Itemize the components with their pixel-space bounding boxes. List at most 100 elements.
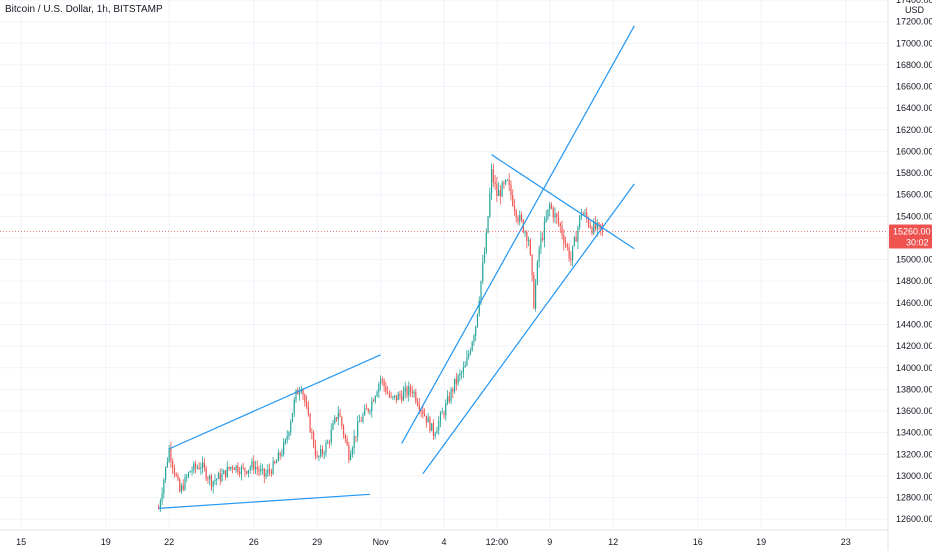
candle-body [194, 463, 197, 468]
trendlines[interactable] [158, 25, 635, 509]
candle-body [159, 501, 161, 509]
candle-body [478, 300, 480, 315]
candle-body [591, 227, 593, 234]
candle-body [258, 469, 260, 472]
candle-body [501, 182, 503, 197]
y-tick-label: 12800.00 [896, 493, 932, 503]
candle-body [580, 213, 583, 216]
candle-body [272, 461, 274, 474]
candle-body [177, 475, 179, 480]
currency-label: USD [905, 5, 925, 15]
candle-body [557, 217, 560, 224]
candle-body [577, 227, 579, 242]
candle-body [453, 378, 456, 392]
candle-body [418, 405, 420, 410]
candle-body [573, 237, 575, 246]
y-tick-label: 14000.00 [896, 363, 932, 373]
candle-body [172, 461, 174, 468]
last-price-badge-bg [889, 224, 932, 249]
candle-body [226, 466, 228, 478]
x-tick-label: 16 [693, 537, 703, 547]
trendline[interactable] [168, 354, 381, 450]
y-tick-label: 15400.00 [896, 211, 932, 221]
candle-body [445, 403, 447, 416]
chart-title: Bitcoin / U.S. Dollar, 1h, BITSTAMP [5, 4, 163, 15]
candle-body [404, 387, 406, 392]
candle-body [559, 223, 561, 227]
candle-body [464, 365, 466, 368]
candle-body [572, 245, 574, 260]
candle-body [566, 244, 568, 248]
time-axis[interactable]: 15 19 22 26 29 Nov 4 12:00 9 12 16 19 23 [0, 529, 888, 547]
candle-body [422, 410, 424, 415]
candle-body [246, 471, 248, 474]
candle-body [483, 252, 486, 263]
candle-body [168, 448, 170, 462]
candle-body [473, 335, 475, 343]
candle-body [563, 235, 565, 244]
candle-body [545, 217, 547, 222]
candle-body [364, 408, 366, 415]
candle-body [165, 466, 167, 480]
candle-body [429, 417, 431, 432]
candle-body [378, 384, 380, 393]
candle-body [408, 386, 410, 396]
candle-body [568, 247, 570, 259]
candle-body [219, 473, 221, 481]
trendline[interactable] [158, 493, 371, 509]
candle-body [556, 213, 558, 218]
x-tick-label: 15 [16, 537, 26, 547]
candle-body [325, 443, 327, 454]
candle-body [561, 226, 563, 236]
y-tick-label: 16400.00 [896, 103, 932, 113]
candle-body [601, 228, 604, 230]
candle-body [223, 470, 225, 475]
candle-body [189, 471, 191, 473]
candle-body [207, 478, 209, 480]
candle-body [307, 406, 309, 414]
candle-body [395, 395, 398, 401]
y-tick-label: 12600.00 [896, 514, 932, 524]
candle-body [323, 453, 325, 455]
candle-body [187, 472, 190, 477]
candle-body [420, 409, 422, 411]
candle-body [228, 466, 230, 469]
candle-body [270, 471, 272, 474]
candle-body [369, 410, 371, 412]
candle-body [436, 430, 438, 434]
candle-body [341, 416, 343, 426]
candle-body [318, 456, 320, 458]
candle-body [316, 455, 318, 457]
trendline[interactable] [491, 154, 635, 250]
candle-body [535, 283, 537, 309]
trendline[interactable] [422, 183, 635, 475]
candle-body [452, 389, 454, 392]
candle-body [200, 467, 202, 469]
candle-body [337, 412, 339, 420]
candle-body [320, 449, 322, 457]
candle-body [221, 474, 223, 481]
candle-body [425, 415, 427, 423]
candle-body [367, 408, 369, 412]
candle-body [508, 179, 510, 185]
price-axis[interactable]: USD 12600.00 12800.00 13000.00 13200.00 1340… [887, 0, 932, 550]
trendline[interactable] [401, 25, 635, 444]
x-tick-label: 19 [756, 537, 766, 547]
y-tick-label: 16200.00 [896, 125, 932, 135]
candle-body [242, 466, 244, 469]
candle-body [313, 432, 315, 447]
candle-body [471, 342, 473, 351]
candle-body [161, 493, 163, 502]
y-tick-label: 15800.00 [896, 168, 932, 178]
candle-body [543, 221, 546, 240]
candle-body [480, 281, 482, 301]
candle-body [335, 417, 338, 420]
candle-body [461, 372, 463, 374]
candle-body [321, 449, 324, 454]
candle-body [582, 213, 584, 215]
candle-body [526, 232, 528, 241]
candle-body [202, 462, 204, 468]
countdown-label: 30:02 [906, 237, 929, 247]
candle-body [513, 205, 516, 211]
